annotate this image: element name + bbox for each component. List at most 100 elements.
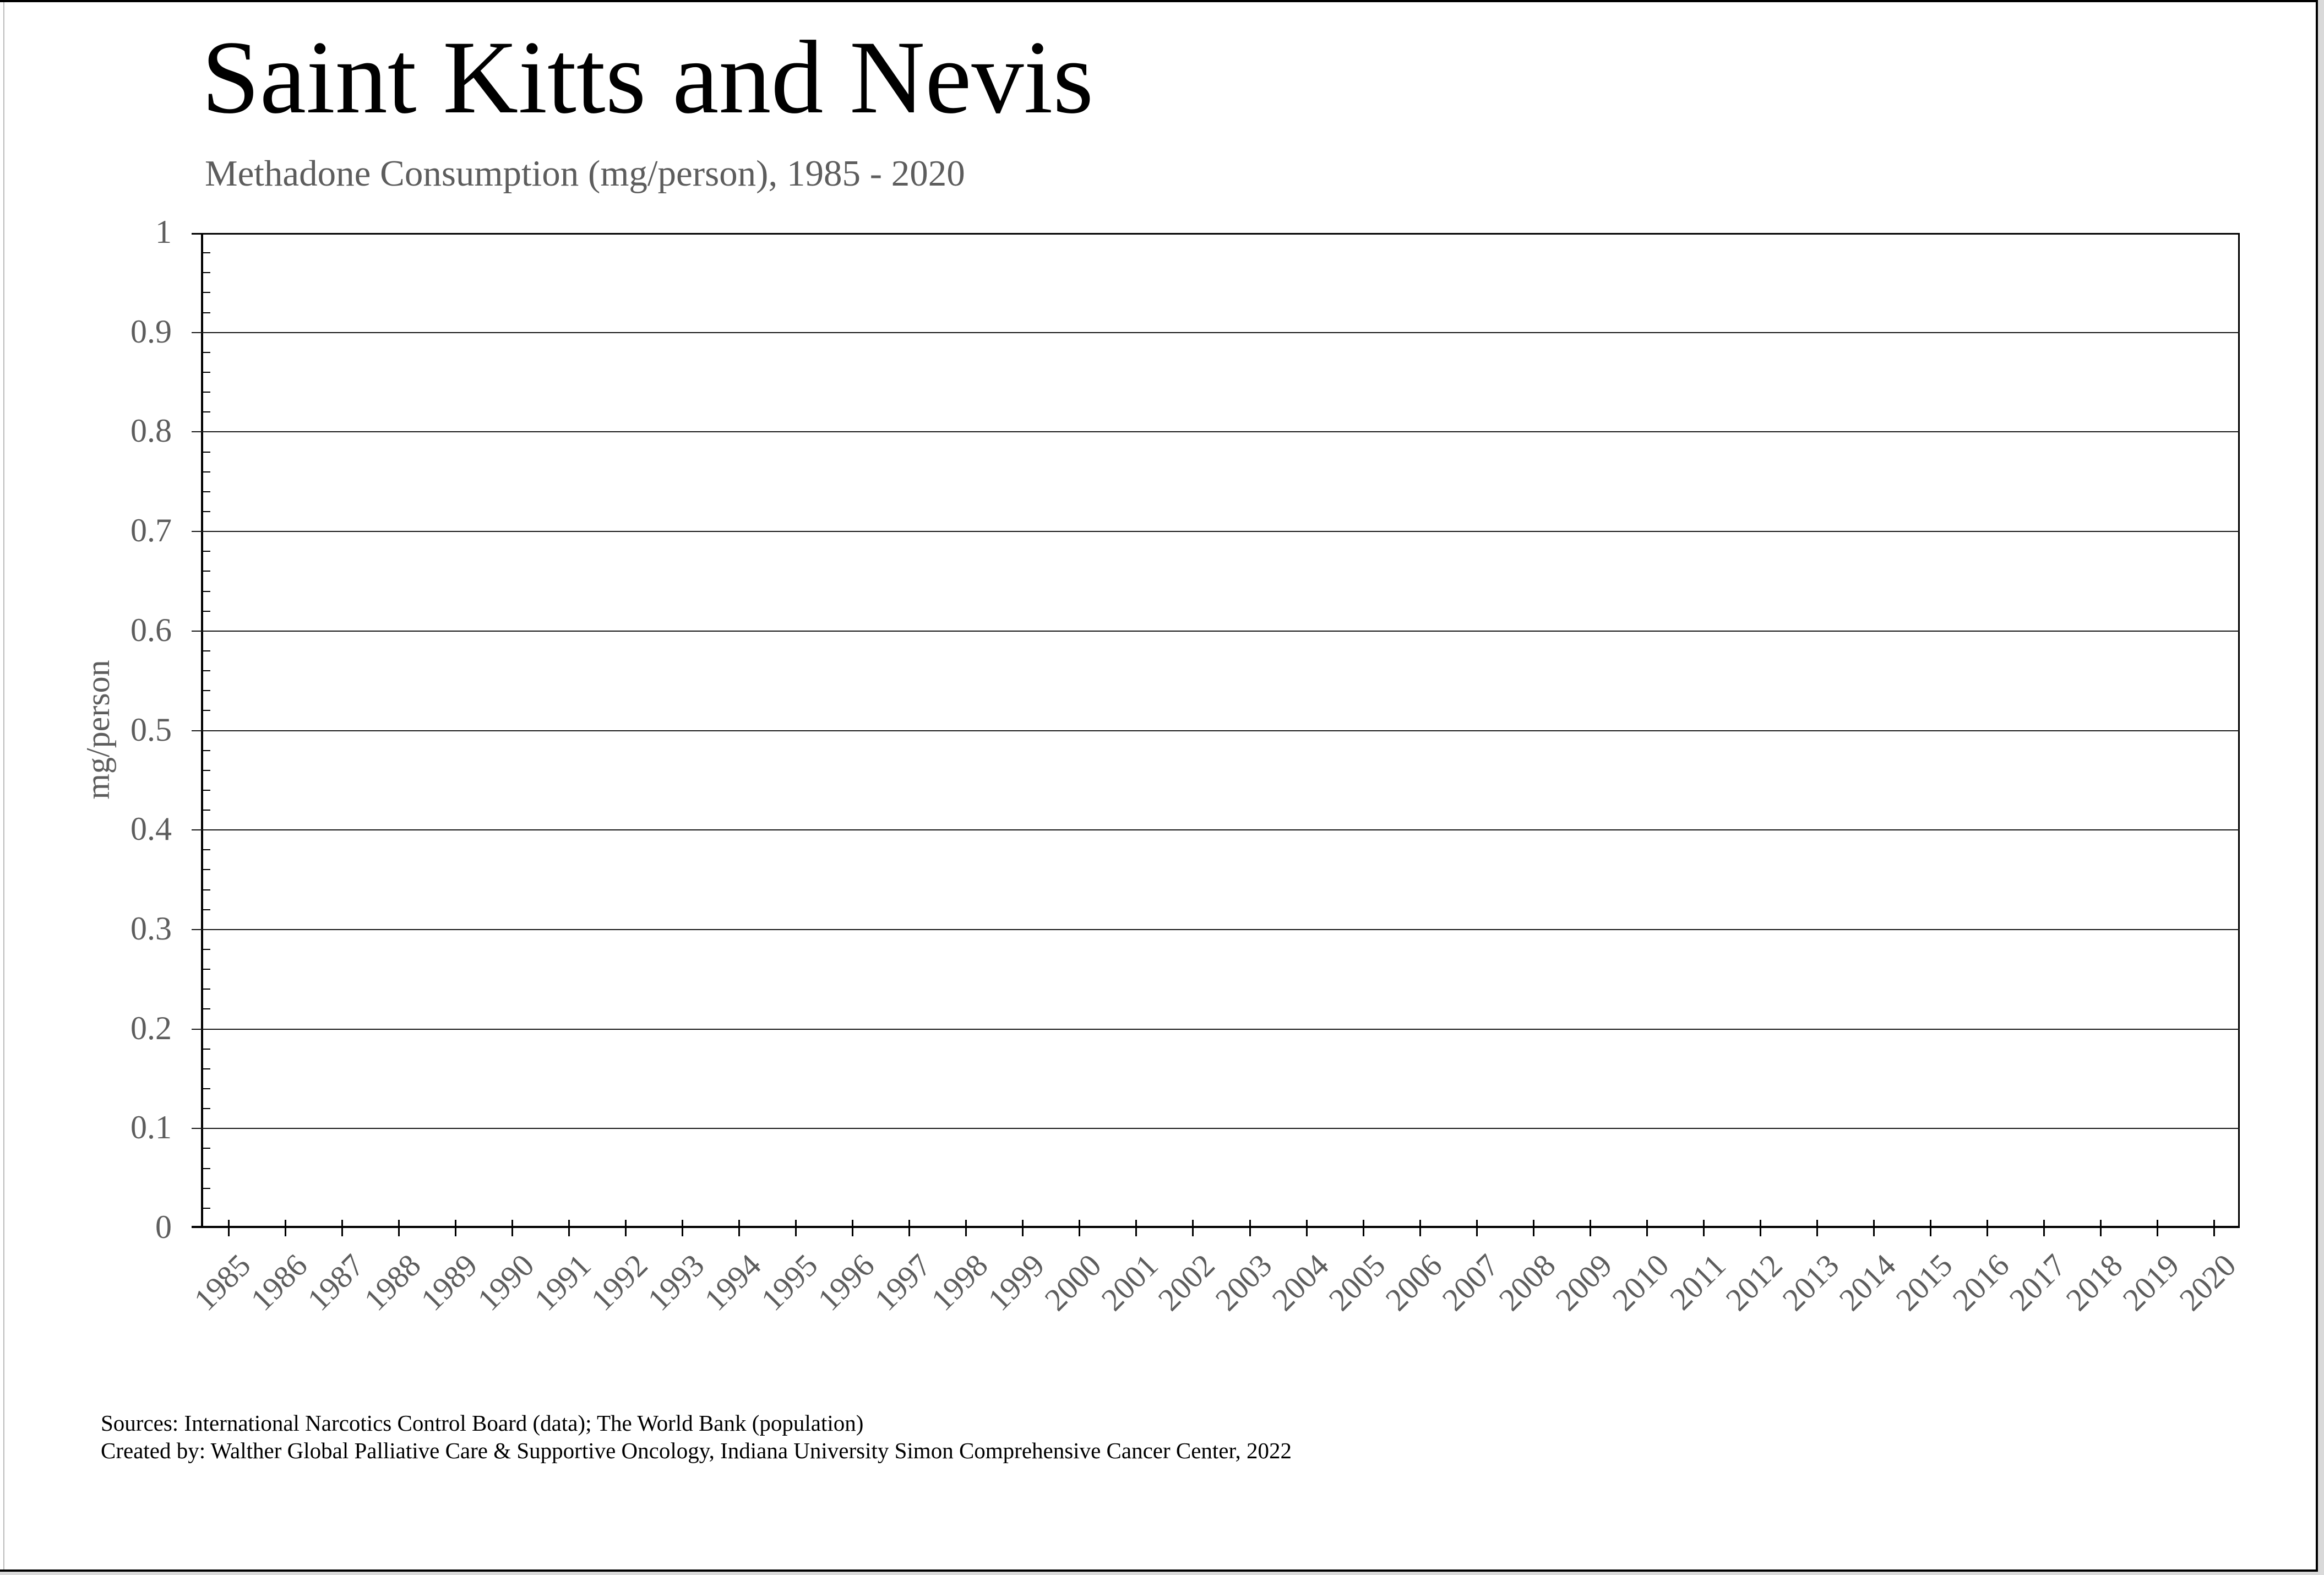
y-minor-tick [203,750,210,751]
y-tick-label: 0.2 [130,1010,172,1046]
sources-line: Sources: International Narcotics Control… [101,1410,864,1436]
x-tick [1079,1220,1080,1236]
plot-top-border [201,233,2240,235]
y-minor-tick [203,710,210,711]
major-gridline [192,631,2240,632]
x-tick [568,1220,570,1236]
y-minor-tick [203,810,210,811]
chart-subtitle: Methadone Consumption (mg/person), 1985 … [205,153,965,194]
y-minor-tick [203,849,210,850]
y-minor-tick [203,471,210,472]
y-minor-tick [203,949,210,950]
x-tick [1930,1220,1931,1236]
x-tick [1533,1220,1534,1236]
x-tick [965,1220,967,1236]
y-minor-tick [203,352,210,353]
created-by-line: Created by: Walther Global Palliative Ca… [101,1438,1292,1463]
y-tick-label: 0.9 [130,313,172,350]
x-tick [2100,1220,2102,1236]
y-minor-tick [203,909,210,910]
x-tick [1476,1220,1478,1236]
y-minor-tick [203,1208,210,1209]
x-tick [795,1220,797,1236]
y-minor-tick [203,1168,210,1169]
x-tick [1986,1220,1988,1236]
y-minor-tick [203,869,210,870]
y-minor-tick [203,551,210,552]
x-tick [738,1220,740,1236]
x-tick [852,1220,853,1236]
frame-top-border [0,0,2318,2]
major-gridline [192,1128,2240,1129]
major-gridline [192,1029,2240,1030]
y-minor-tick [203,411,210,412]
plot-area [192,233,2240,1236]
y-tick-label: 0.3 [130,910,172,947]
y-minor-tick [203,650,210,651]
y-minor-tick [203,770,210,771]
major-gridline [192,929,2240,930]
major-gridline [192,332,2240,333]
y-minor-tick [203,272,210,273]
x-tick [1760,1220,1761,1236]
y-tick-label: 0.6 [130,612,172,648]
x-tick [1306,1220,1308,1236]
major-gridline [192,730,2240,731]
x-tick [908,1220,910,1236]
x-tick [1363,1220,1364,1236]
y-minor-tick [203,1148,210,1149]
y-minor-tick [203,611,210,612]
y-major-tick [192,1226,201,1228]
y-minor-tick [203,452,210,453]
frame-left-border [3,2,4,1569]
y-minor-tick [203,591,210,592]
x-tick [1022,1220,1024,1236]
y-tick-label: 0.1 [130,1109,172,1145]
y-minor-tick [203,1108,210,1109]
y-minor-tick [203,1049,210,1050]
x-tick [1646,1220,1648,1236]
y-minor-tick [203,312,210,313]
x-tick [2157,1220,2158,1236]
x-tick [1249,1220,1251,1236]
x-tick [682,1220,683,1236]
y-minor-tick [203,670,210,671]
x-tick [511,1220,513,1236]
x-tick [341,1220,343,1236]
y-minor-tick [203,969,210,970]
y-minor-tick [203,790,210,791]
y-minor-tick [203,252,210,253]
y-minor-tick [203,571,210,572]
y-minor-tick [203,1188,210,1189]
y-tick-label: 0.4 [130,811,172,847]
y-minor-tick [203,292,210,293]
x-tick [2213,1220,2215,1236]
major-gridline [192,431,2240,432]
frame-right-border [2316,0,2318,1572]
y-tick-label: 0.8 [130,412,172,449]
y-minor-tick [203,491,210,492]
x-tick [1192,1220,1194,1236]
y-tick-label: 1 [155,214,172,250]
x-tick [1135,1220,1137,1236]
x-tick [1419,1220,1421,1236]
y-minor-tick [203,1068,210,1069]
x-tick [1703,1220,1705,1236]
x-axis-line [201,1226,2240,1228]
x-tick [1873,1220,1875,1236]
y-major-tick [192,233,201,235]
y-minor-tick [203,372,210,373]
x-tick [285,1220,286,1236]
x-tick [625,1220,627,1236]
x-tick [228,1220,230,1236]
x-tick [455,1220,456,1236]
y-tick-label: 0.7 [130,512,172,548]
y-minor-tick [203,1008,210,1009]
x-tick [398,1220,400,1236]
y-minor-tick [203,392,210,393]
x-tick [1816,1220,1818,1236]
x-tick [2043,1220,2045,1236]
y-tick-label: 0.5 [130,712,172,748]
